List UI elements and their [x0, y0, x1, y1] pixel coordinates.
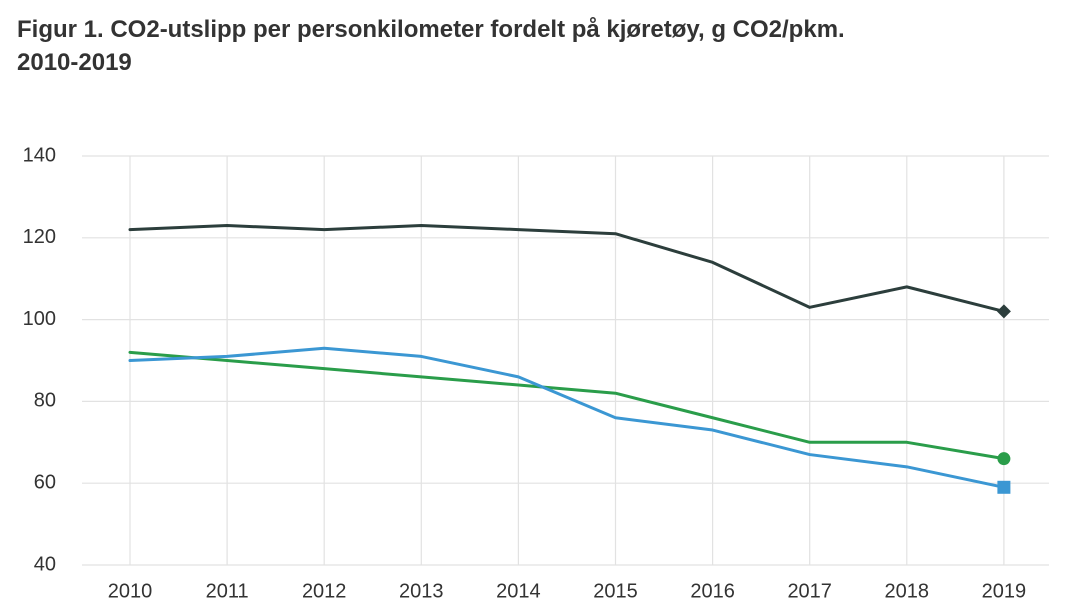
series-1	[128, 224, 1011, 319]
x-axis: 2010 2011 2012 2013 2014 2015 2016 2017 2018 2019	[108, 580, 1026, 602]
x-tick-label: 2016	[690, 580, 735, 602]
x-tick-label: 2014	[496, 580, 541, 602]
y-axis: 40 60 80 100 120 140	[23, 144, 56, 575]
x-tick-label: 2010	[108, 580, 153, 602]
y-tick-label: 40	[34, 553, 56, 575]
series-line	[128, 224, 1006, 313]
y-tick-label: 140	[23, 144, 56, 166]
end-marker-diamond	[996, 304, 1011, 319]
chart-title: Figur 1. CO2-utslipp per personkilometer…	[17, 16, 845, 76]
end-marker-circle	[997, 452, 1011, 466]
y-tick-label: 100	[23, 308, 56, 330]
x-tick-label: 2017	[787, 580, 832, 602]
y-tick-label: 80	[34, 390, 56, 412]
y-tick-label: 120	[23, 226, 56, 248]
y-tick-label: 60	[34, 471, 56, 493]
series-group	[128, 224, 1011, 494]
x-tick-label: 2011	[206, 580, 249, 602]
series-line	[128, 346, 1006, 489]
x-tick-label: 2019	[982, 580, 1027, 602]
series-2	[128, 350, 1011, 466]
x-tick-label: 2012	[302, 580, 347, 602]
x-tick-label: 2013	[399, 580, 444, 602]
x-tick-label: 2015	[593, 580, 638, 602]
x-tick-label: 2018	[885, 580, 930, 602]
series-3	[128, 346, 1011, 494]
end-marker-square	[997, 480, 1011, 494]
series-line	[128, 350, 1006, 461]
